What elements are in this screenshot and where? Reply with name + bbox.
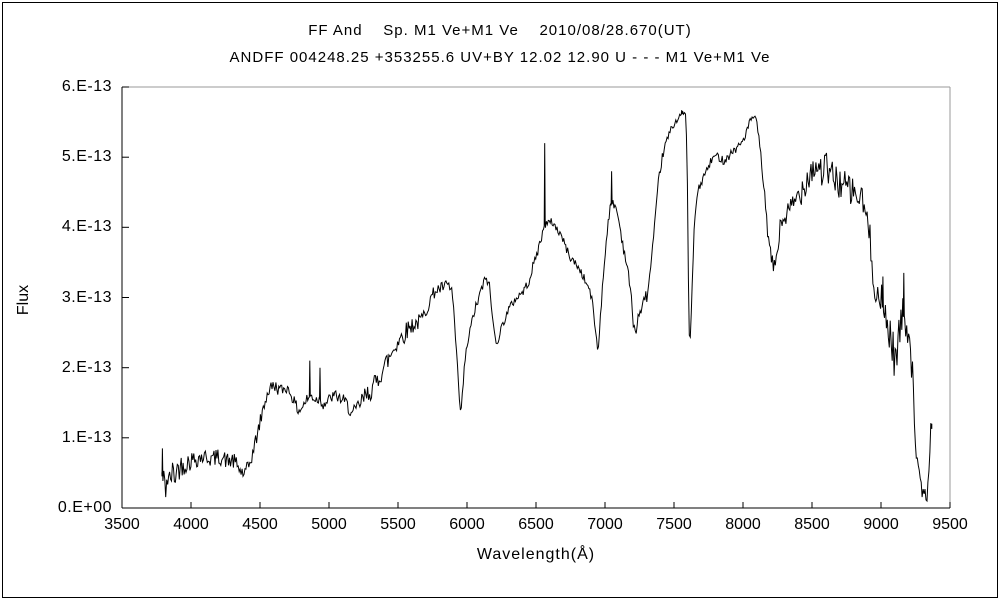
y-tick-label-3.E-13: 3.E-13 — [61, 288, 112, 306]
y-tick-label-6.E-13: 6.E-13 — [61, 78, 112, 95]
chart-title-line2: ANDFF 004248.25 +353255.6 UV+BY 12.02 12… — [229, 49, 771, 66]
x-tick-label-8000: 8000 — [725, 516, 761, 533]
x-tick-label-4000: 4000 — [173, 516, 209, 533]
y-tick-label-1.E-13: 1.E-13 — [61, 428, 112, 446]
x-tick-label-5500: 5500 — [380, 516, 416, 533]
x-tick-label-8500: 8500 — [794, 516, 830, 533]
x-axis-title: Wavelength(Å) — [476, 546, 596, 563]
spectrum-line — [161, 110, 933, 503]
x-tick-label-4500: 4500 — [242, 516, 278, 533]
x-tick-label-3500: 3500 — [104, 516, 140, 533]
x-tick-label-5000: 5000 — [311, 516, 347, 533]
chart-title-line1: FF And Sp. M1 Ve+M1 Ve 2010/08/28.670(UT… — [308, 22, 692, 39]
y-tick-label-2.E-13: 2.E-13 — [61, 358, 112, 376]
y-tick-label-5.E-13: 5.E-13 — [61, 148, 112, 166]
x-tick-label-9000: 9000 — [863, 516, 899, 533]
x-tick-label-6500: 6500 — [518, 516, 554, 533]
x-tick-label-6000: 6000 — [449, 516, 485, 533]
y-tick-label-0.E+00: 0.E+00 — [57, 499, 112, 516]
x-tick-label-7500: 7500 — [656, 516, 692, 533]
x-tick-label-7000: 7000 — [587, 516, 623, 533]
x-tick-label-9500: 9500 — [932, 516, 968, 533]
y-tick-label-4.E-13: 4.E-13 — [61, 218, 112, 236]
